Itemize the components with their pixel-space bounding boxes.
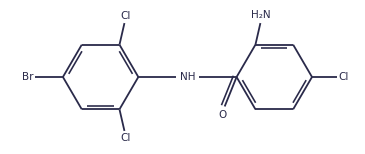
Text: Br: Br — [22, 72, 33, 82]
Text: Cl: Cl — [120, 11, 131, 21]
Text: Cl: Cl — [120, 133, 131, 143]
Text: H₂N: H₂N — [251, 10, 270, 20]
Text: NH: NH — [180, 72, 195, 82]
Text: Cl: Cl — [339, 72, 349, 82]
Text: O: O — [219, 110, 227, 120]
